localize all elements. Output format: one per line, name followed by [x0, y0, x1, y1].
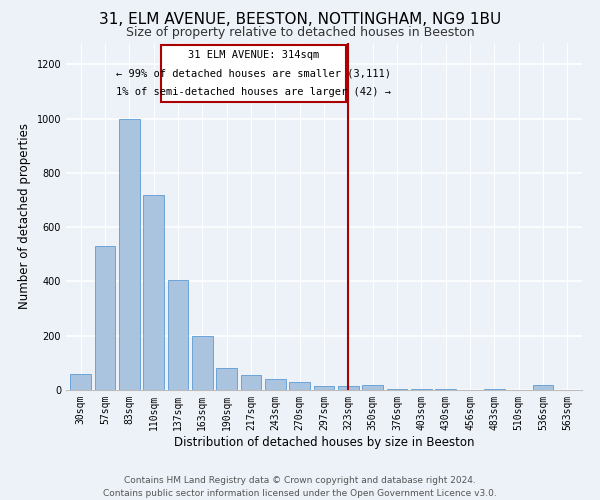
Bar — [70, 374, 91, 390]
Bar — [338, 386, 359, 390]
Bar — [289, 382, 310, 390]
Text: 1% of semi-detached houses are larger (42) →: 1% of semi-detached houses are larger (4… — [116, 87, 391, 97]
X-axis label: Distribution of detached houses by size in Beeston: Distribution of detached houses by size … — [174, 436, 474, 448]
Bar — [362, 385, 383, 390]
Bar — [436, 388, 456, 390]
Bar — [216, 368, 237, 390]
Y-axis label: Number of detached properties: Number of detached properties — [18, 123, 31, 309]
Text: Contains HM Land Registry data © Crown copyright and database right 2024.
Contai: Contains HM Land Registry data © Crown c… — [103, 476, 497, 498]
Bar — [161, 45, 346, 102]
Bar — [119, 118, 140, 390]
Text: Size of property relative to detached houses in Beeston: Size of property relative to detached ho… — [125, 26, 475, 39]
Bar — [411, 388, 432, 390]
Bar — [143, 194, 164, 390]
Bar — [314, 386, 334, 390]
Text: 31, ELM AVENUE, BEESTON, NOTTINGHAM, NG9 1BU: 31, ELM AVENUE, BEESTON, NOTTINGHAM, NG9… — [99, 12, 501, 28]
Text: 31 ELM AVENUE: 314sqm: 31 ELM AVENUE: 314sqm — [188, 50, 319, 60]
Bar — [241, 375, 262, 390]
Bar — [167, 280, 188, 390]
Text: ← 99% of detached houses are smaller (3,111): ← 99% of detached houses are smaller (3,… — [116, 68, 391, 78]
Bar — [265, 379, 286, 390]
Bar — [533, 384, 553, 390]
Bar — [192, 336, 212, 390]
Bar — [386, 388, 407, 390]
Bar — [484, 388, 505, 390]
Bar — [95, 246, 115, 390]
